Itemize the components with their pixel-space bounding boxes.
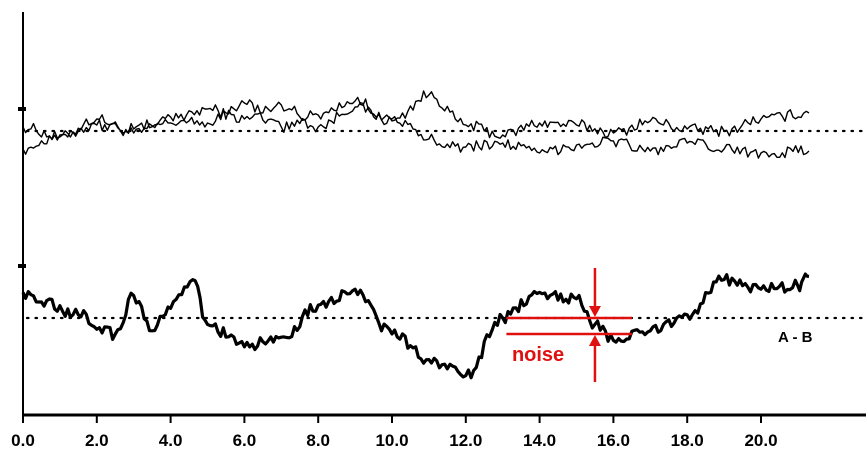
series-line-2 — [22, 96, 810, 159]
x-tick-label: 18.0 — [671, 431, 704, 450]
x-tick-label: 2.0 — [85, 431, 109, 450]
x-tick-label: 0.0 — [11, 431, 35, 450]
x-tick-label: 8.0 — [306, 431, 330, 450]
x-tick-label: 14.0 — [523, 431, 556, 450]
chart-axes — [18, 12, 866, 417]
x-tick-label: 12.0 — [449, 431, 482, 450]
x-tick-labels: 0.0 2.0 4.0 6.0 8.0 10.0 12.0 14.0 16.0 18.0 20.0 — [11, 415, 778, 450]
series-line-3 — [21, 272, 810, 380]
x-tick-label: 10.0 — [375, 431, 408, 450]
series-label-a-minus-b: A - B — [778, 329, 813, 346]
x-tick-label: 16.0 — [597, 431, 630, 450]
x-tick-label: 20.0 — [744, 431, 777, 450]
x-tick-label: 4.0 — [159, 431, 183, 450]
x-tick-label: 6.0 — [233, 431, 257, 450]
noise-up-arrow-head — [588, 335, 601, 346]
noise-down-arrow-head — [588, 306, 601, 317]
noise-annotation: A - B noise — [506, 268, 813, 382]
baselines — [25, 129, 868, 320]
noise-label: noise — [512, 344, 564, 366]
series-layer — [21, 90, 810, 380]
series-line-1 — [22, 90, 810, 140]
